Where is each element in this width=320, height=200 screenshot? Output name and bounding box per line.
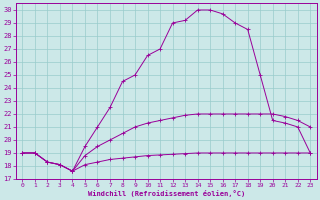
X-axis label: Windchill (Refroidissement éolien,°C): Windchill (Refroidissement éolien,°C) xyxy=(88,190,245,197)
